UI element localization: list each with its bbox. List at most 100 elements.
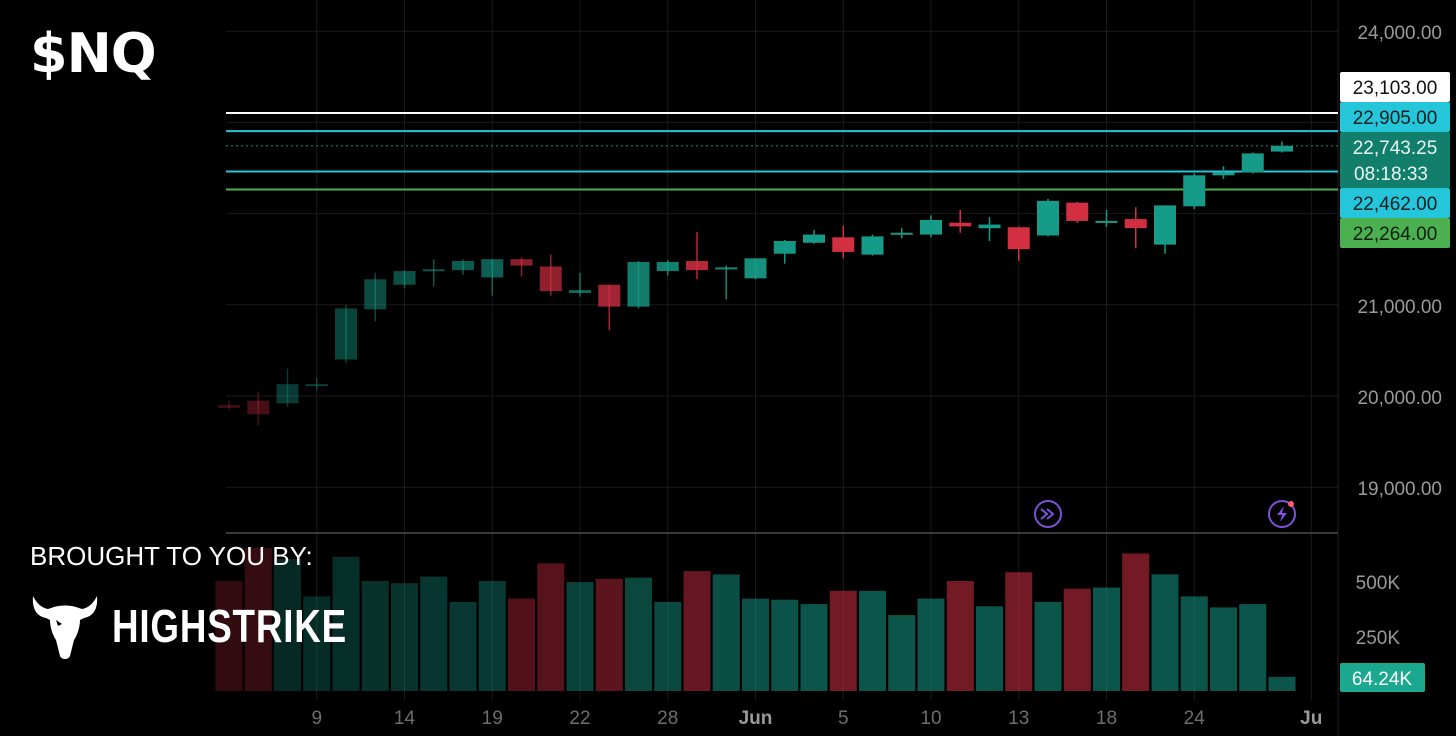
candle-body [1271,145,1293,152]
candle-body [978,224,1001,229]
time-tick-label: 22 [569,708,590,729]
candle-body [744,258,767,279]
volume-bar [215,581,243,691]
candle-body [1183,175,1206,207]
price-label-text: 23,103.00 [1353,78,1438,99]
volume-bar [888,615,916,691]
candle-body [598,284,621,307]
price-label-bg [1340,72,1450,102]
price-label-text: 22,905.00 [1353,108,1438,129]
volume-bar [566,582,594,691]
price-label: 22,462.00 [1340,188,1450,218]
volume-bar [771,599,799,691]
candle-body [305,384,328,387]
price-tick-label: 24,000.00 [1357,23,1442,44]
candle-body [422,269,445,272]
price-label-text: 22,462.00 [1353,194,1438,215]
time-tick-label: 19 [482,708,503,729]
candle-body [452,261,474,271]
time-tick-label: Ju [1300,708,1322,729]
volume-bar [683,571,711,691]
time-tick-label: 28 [657,708,678,729]
price-labels: 23,103.00 22,905.00 22,743.25 08:18:33 22,46… [1340,72,1450,248]
volume-bar [478,581,506,691]
candle-body [569,290,591,293]
volume-bar [800,604,828,691]
volume-bar [1180,596,1208,691]
volume-bar [1268,676,1296,691]
candle-body [510,259,533,266]
candle-body [627,261,650,307]
volume-bar [420,576,448,691]
price-label: 22,905.00 [1340,102,1450,132]
time-tick-label: 14 [394,708,416,729]
time-tick-label: 5 [838,708,849,729]
price-tick-label: 19,000.00 [1357,479,1442,500]
volume-axis: 500K 250K 64.24K [1340,573,1425,692]
lightning-icon [1268,500,1296,528]
time-tick-label: 10 [920,708,941,729]
horizontal-lines [226,112,1338,191]
candle-body [803,234,825,243]
candle-body [1154,205,1176,245]
chart-grid [226,0,1339,736]
volume-badge-text: 64.24K [1352,669,1413,690]
volume-bar [1151,574,1179,691]
lightning-glyph [1277,506,1287,522]
volume-badge-bg [1340,663,1425,692]
volume-bar [595,578,623,691]
candle-body [481,259,504,278]
volume-bar [332,556,360,691]
brand: HIGHSTRIKE [30,590,406,662]
volume-tick-label: 250K [1356,628,1401,649]
price-label-bg [1340,218,1450,248]
volume-bar [391,583,418,691]
volume-bar [449,601,477,691]
price-label: 23,103.00 [1340,72,1450,102]
volume-bar [829,590,857,691]
candle-body [364,279,387,310]
volume-bar [361,581,389,691]
volume-bar [976,606,1003,691]
candle-body [861,236,884,255]
candle-body [539,266,562,292]
candle-body [773,240,796,254]
sponsor-caption: BROUGHT TO YOU BY: [30,541,313,571]
volume-bar [917,598,945,691]
volume-bar [1210,607,1237,691]
candle-body [1007,227,1030,250]
candle-body [393,271,416,285]
candle-body [1037,200,1059,236]
fast-forward-icon [1034,500,1062,528]
volume-bar [946,581,974,691]
time-tick-label: 13 [1008,708,1029,729]
candle-body [890,232,913,235]
price-tick-label: 20,000.00 [1357,388,1442,409]
candle-body [656,261,679,272]
notification-dot [1288,501,1294,507]
volume-bar [625,577,652,691]
price-axis[interactable]: 24,000.00 21,000.00 20,000.00 19,000.00 [1357,23,1442,500]
price-label-text: 22,264.00 [1353,224,1438,245]
time-axis[interactable]: 9 14 19 22 28 Jun 5 10 13 18 24 Ju [311,708,1322,729]
volume-bar [654,601,682,691]
volume-bar [1063,588,1091,691]
candle-series [218,141,1293,426]
volume-bar [303,596,331,691]
candle-body [949,222,972,227]
price-label-bg [1340,188,1450,218]
ticker-symbol: $NQ [30,22,157,85]
candle-body [218,405,240,408]
price-label-bg [1340,132,1450,188]
price-tick-label: 21,000.00 [1357,297,1442,318]
volume-bar [537,563,565,691]
time-tick-label: 24 [1184,708,1206,729]
price-label-text: 22,743.25 [1353,138,1438,159]
volume-bar [712,574,740,691]
candle-body [920,219,942,235]
arrow-glyph [1040,508,1055,520]
volume-bar [508,598,535,691]
candle-body [686,261,708,271]
candle-body [1124,219,1147,229]
